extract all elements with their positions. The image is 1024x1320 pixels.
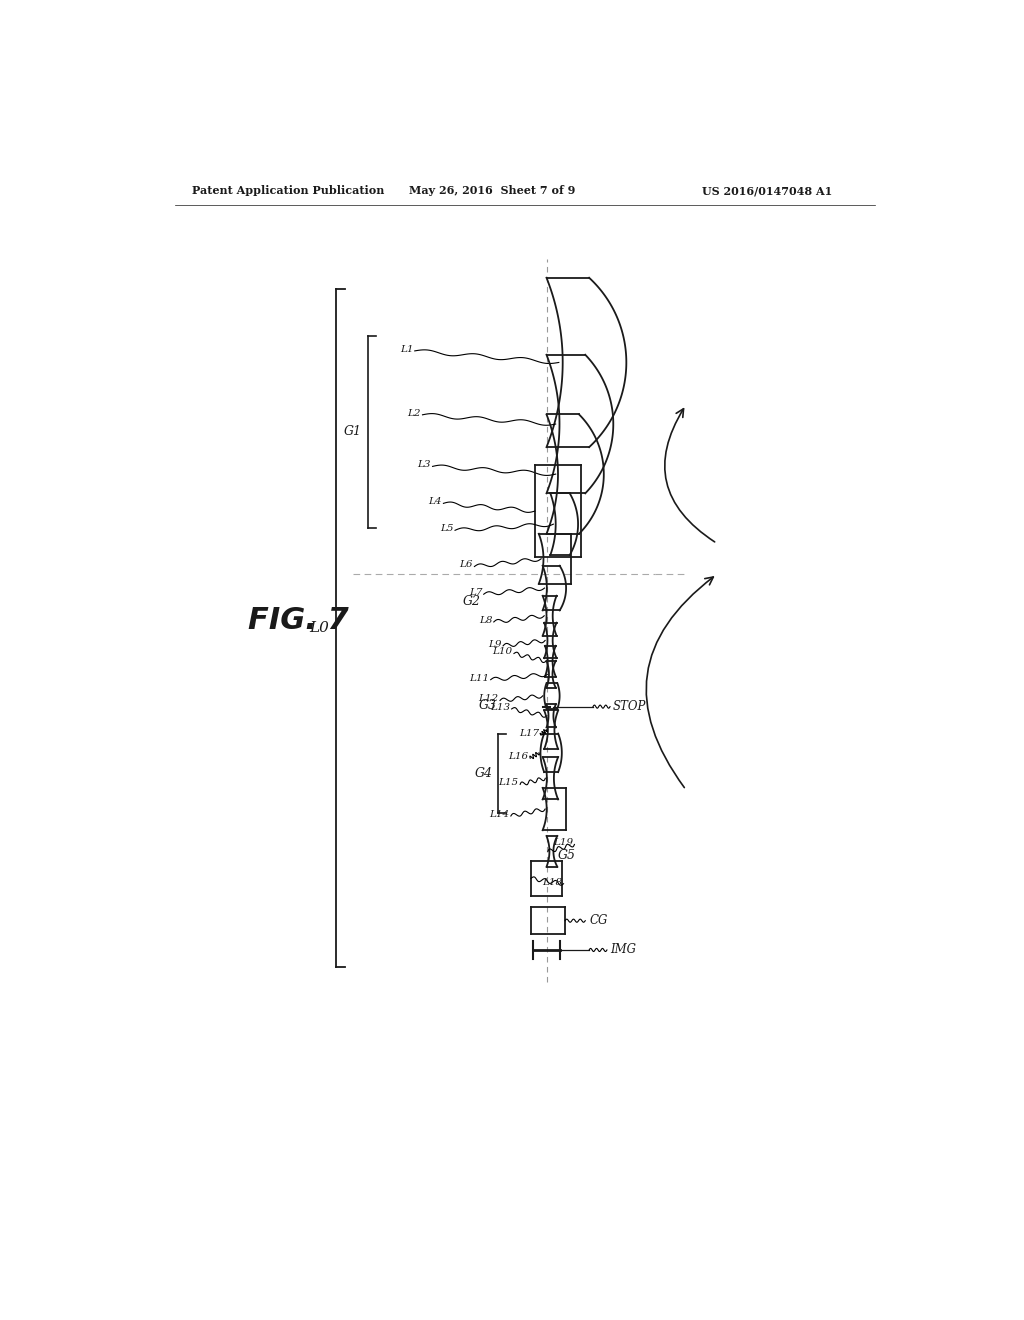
Text: L5: L5 [440, 524, 454, 533]
Text: L2: L2 [408, 409, 421, 417]
Text: L1: L1 [399, 345, 414, 354]
Text: L11: L11 [469, 673, 489, 682]
Text: L13: L13 [489, 704, 510, 711]
Text: G4: G4 [474, 767, 493, 780]
Text: L7: L7 [469, 589, 482, 597]
Text: L0: L0 [309, 622, 330, 635]
Text: L3: L3 [418, 461, 431, 470]
Text: L15: L15 [499, 779, 518, 787]
Text: G5: G5 [557, 849, 575, 862]
Text: L4: L4 [428, 498, 442, 507]
Text: Patent Application Publication: Patent Application Publication [191, 185, 384, 197]
Text: L14: L14 [489, 810, 509, 818]
Text: May 26, 2016  Sheet 7 of 9: May 26, 2016 Sheet 7 of 9 [409, 185, 574, 197]
Text: CG: CG [589, 915, 607, 927]
Text: FIG. 7: FIG. 7 [248, 606, 349, 635]
Text: L16: L16 [509, 752, 528, 762]
FancyArrowPatch shape [665, 409, 715, 543]
Text: L19: L19 [553, 838, 572, 847]
Text: G1: G1 [344, 425, 362, 438]
Text: L12: L12 [478, 694, 499, 704]
FancyArrowPatch shape [646, 577, 714, 788]
Text: L9: L9 [488, 640, 502, 648]
Text: L8: L8 [479, 616, 493, 624]
Text: STOP: STOP [612, 700, 646, 713]
Text: L18: L18 [542, 878, 562, 887]
Text: IMG: IMG [610, 944, 636, 957]
Text: G2: G2 [463, 594, 481, 607]
Text: L10: L10 [493, 648, 512, 656]
Text: L6: L6 [460, 561, 473, 569]
Text: US 2016/0147048 A1: US 2016/0147048 A1 [701, 185, 831, 197]
Text: G3: G3 [479, 700, 497, 713]
Text: L17: L17 [519, 729, 540, 738]
